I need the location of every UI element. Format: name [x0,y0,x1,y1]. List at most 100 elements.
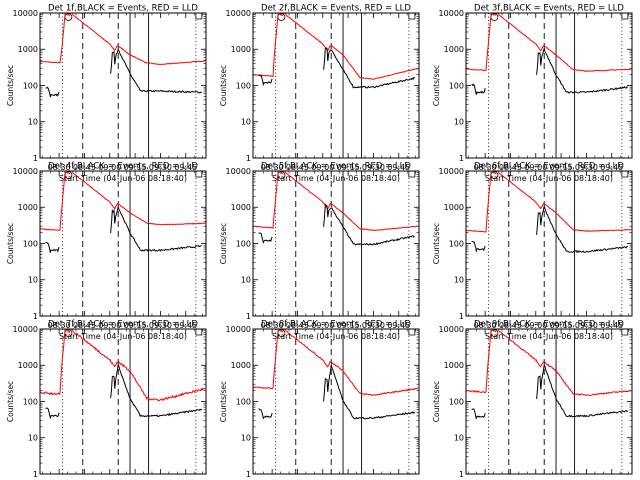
events-series-line [45,407,60,420]
x-tick-label: 08:45 [499,163,522,172]
top-square-marker [621,13,629,20]
x-tick-label: 08:45 [286,163,309,172]
y-tick-label: 10000 [13,9,38,18]
y-tick-label: 100 [23,239,38,248]
y-tick-label: 10 [28,434,38,443]
panel-title: Det 5f,BLACK = Events, RED = LLD [261,162,411,172]
y-tick-label: 1 [33,312,38,321]
y-axis-label: Counts/sec [219,65,228,106]
y-tick-label: 10000 [226,325,251,334]
panel-title: Det 2f,BLACK = Events, RED = LLD [261,4,411,14]
panel-det-9: Det 9f,BLACK = Events, RED = LLD Counts/s… [432,320,633,480]
y-tick-label: 100 [236,239,251,248]
x-tick-label: 08:30 [474,163,497,172]
plot-frame [39,170,207,317]
lld-series-line [466,13,632,72]
x-tick-label: 09:00 [311,163,334,172]
top-square-marker [621,171,629,178]
x-tick-label: 09:30 [575,321,598,330]
x-axis-label: Start Time (04-Jun-06 08:18:40) [485,332,613,341]
x-axis-label: Start Time (04-Jun-06 08:18:40) [485,174,613,183]
x-tick-label: 09:15 [550,321,573,330]
plot-frame [252,12,420,159]
plot-frame [252,328,420,475]
x-tick-label: 08:45 [286,321,309,330]
y-tick-label: 1000 [444,45,464,54]
x-tick-label: 09:45 [600,163,623,172]
y-axis-label: Counts/sec [6,65,15,106]
y-tick-label: 10 [28,276,38,285]
panel-det-8: Det 8f,BLACK = Events, RED = LLD Counts/s… [219,320,420,480]
panel-title: Det 3f,BLACK = Events, RED = LLD [474,4,624,14]
events-series-line [323,364,416,420]
x-tick-label: 09:45 [387,163,410,172]
lld-series-line [466,329,632,397]
y-tick-label: 100 [449,239,464,248]
plot-frame [39,328,207,475]
panel-title: Det 9f,BLACK = Events, RED = LLD [474,320,624,330]
events-series-line [258,408,273,420]
top-square-marker [408,13,416,20]
events-series-line [110,47,203,94]
events-series-line [471,408,486,419]
panel-title: Det 6f,BLACK = Events, RED = LLD [474,162,624,172]
y-tick-label: 10000 [226,9,251,18]
panel-det-1: Det 1f,BLACK = Events, RED = LLD Counts/s… [6,4,207,183]
y-tick-label: 10 [454,434,464,443]
y-tick-label: 1000 [444,203,464,212]
x-tick-label: 08:30 [261,163,284,172]
x-tick-label: 09:30 [575,163,598,172]
lld-series-line [40,13,206,66]
y-tick-label: 10 [241,276,251,285]
panel-title: Det 1f,BLACK = Events, RED = LLD [48,4,198,14]
events-series-line [45,241,60,253]
plot-frame [465,170,633,317]
y-axis-label: Counts/sec [219,223,228,264]
y-tick-label: 10000 [439,167,464,176]
y-axis-label: Counts/sec [432,223,441,264]
panel-det-5: Det 5f,BLACK = Events, RED = LLD Counts/s… [219,162,420,341]
x-tick-label: 08:30 [48,321,71,330]
lld-series-line [253,171,419,232]
y-axis-label: Counts/sec [6,381,15,422]
y-tick-label: 1 [459,154,464,163]
y-tick-label: 1 [459,312,464,321]
plot-frame [465,328,633,475]
x-tick-label: 08:30 [261,321,284,330]
events-series-line [536,204,628,254]
events-series-line [536,46,629,94]
x-axis-label: Start Time (04-Jun-06 08:18:40) [59,174,187,183]
panel-det-7: Det 7f,BLACK = Events, RED = LLD Counts/s… [6,320,207,480]
y-tick-label: 10 [454,118,464,127]
y-tick-label: 1 [246,154,251,163]
y-tick-label: 1 [33,154,38,163]
x-tick-label: 09:45 [600,321,623,330]
y-tick-label: 100 [23,397,38,406]
top-square-marker [408,329,416,336]
y-tick-label: 10 [241,118,251,127]
x-tick-label: 09:30 [362,321,385,330]
events-series-line [110,362,203,418]
y-tick-label: 10000 [13,167,38,176]
x-tick-label: 09:30 [149,321,172,330]
x-axis-label: Start Time (04-Jun-06 08:18:40) [272,174,400,183]
panel-det-6: Det 6f,BLACK = Events, RED = LLD Counts/s… [432,162,633,341]
y-tick-label: 1000 [444,361,464,370]
events-series-line [323,203,415,246]
x-tick-label: 09:15 [337,321,360,330]
x-tick-label: 09:15 [124,321,147,330]
y-tick-label: 10000 [226,167,251,176]
y-tick-label: 10000 [13,325,38,334]
y-tick-label: 10 [454,276,464,285]
x-axis-label: Start Time (04-Jun-06 08:18:40) [59,332,187,341]
panel-det-4: Det 4f,BLACK = Events, RED = LLD Counts/s… [6,162,207,341]
panel-det-3: Det 3f,BLACK = Events, RED = LLD Counts/s… [432,4,633,183]
events-series-line [471,240,486,253]
y-tick-label: 1000 [231,361,251,370]
y-tick-label: 1000 [18,45,38,54]
y-tick-label: 1 [459,470,464,479]
x-tick-label: 09:30 [149,163,172,172]
x-tick-label: 09:45 [174,321,197,330]
x-tick-label: 08:45 [73,163,96,172]
